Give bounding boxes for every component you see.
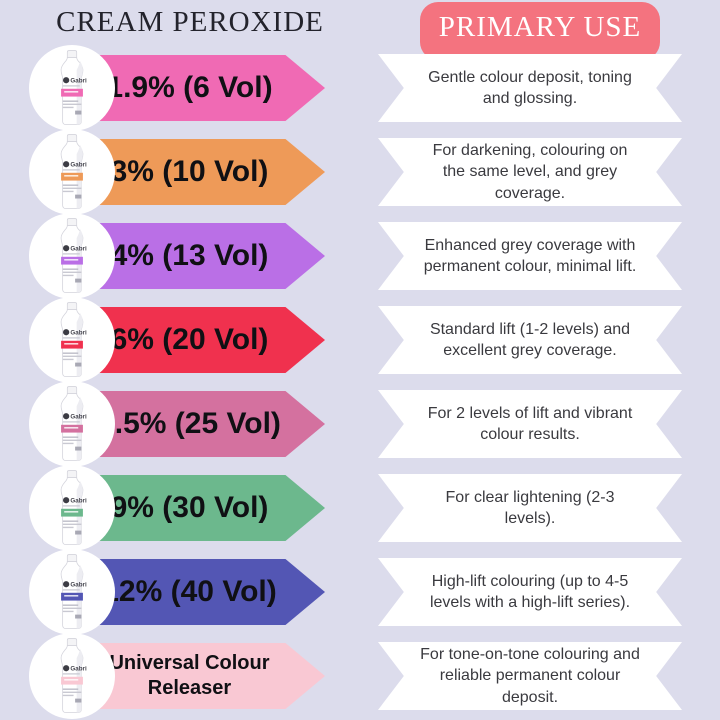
comparison-rows: Gabri 1.9% (6 Vol) Gentle colour deposit… (0, 45, 720, 719)
svg-text:Gabri: Gabri (70, 414, 87, 421)
use-description: Standard lift (1-2 levels) and excellent… (429, 320, 631, 359)
peroxide-bottle-image: Gabri (60, 386, 87, 462)
peroxide-row: Gabri 12% (40 Vol) High-lift colouring (… (0, 549, 720, 635)
bottle-photo-circle: Gabri (29, 129, 115, 215)
use-ribbon-banner: Gentle colour deposit, toning and glossi… (378, 54, 682, 122)
use-description: For clear lightening (2-3 levels). (445, 488, 615, 527)
strength-arrow-banner: Universal Colour Releaser (78, 643, 325, 709)
peroxide-row: Gabri Universal Colour Releaser For tone… (0, 633, 720, 719)
use-description: For darkening, colouring on the same lev… (432, 142, 628, 202)
use-description: Enhanced grey coverage with permanent co… (423, 236, 637, 275)
svg-text:Gabri: Gabri (70, 162, 87, 169)
strength-label: 7.5% (25 Vol) (98, 407, 281, 441)
bottle-photo-circle: Gabri (29, 465, 115, 551)
use-description: For tone-on-tone colouring and reliable … (420, 646, 640, 706)
peroxide-row: Gabri 1.9% (6 Vol) Gentle colour deposit… (0, 45, 720, 131)
peroxide-bottle-image: Gabri (60, 218, 87, 294)
strength-arrow-banner: 9% (30 Vol) (78, 475, 325, 541)
right-column-title-badge: PRIMARY USE (420, 2, 660, 60)
bottle-photo-circle: Gabri (29, 45, 115, 131)
use-description: Gentle colour deposit, toning and glossi… (428, 68, 632, 107)
use-ribbon-banner: Enhanced grey coverage with permanent co… (378, 222, 682, 290)
svg-text:Gabri: Gabri (70, 582, 87, 589)
peroxide-bottle-image: Gabri (60, 470, 87, 546)
svg-text:Gabri: Gabri (70, 498, 87, 505)
peroxide-row: Gabri 3% (10 Vol) For darkening, colouri… (0, 129, 720, 215)
peroxide-bottle-image: Gabri (60, 134, 87, 210)
peroxide-row: Gabri 4% (13 Vol) Enhanced grey coverage… (0, 213, 720, 299)
svg-text:Gabri: Gabri (70, 78, 87, 85)
bottle-photo-circle: Gabri (29, 633, 115, 719)
strength-arrow-banner: 7.5% (25 Vol) (78, 391, 325, 457)
use-description: High-lift colouring (up to 4-5 levels wi… (429, 572, 631, 611)
use-ribbon-banner: High-lift colouring (up to 4-5 levels wi… (378, 558, 682, 626)
strength-arrow-banner: 3% (10 Vol) (78, 139, 325, 205)
peroxide-bottle-image: Gabri (60, 302, 87, 378)
bottle-photo-circle: Gabri (29, 549, 115, 635)
strength-arrow-banner: 6% (20 Vol) (78, 307, 325, 373)
peroxide-row: Gabri 9% (30 Vol) For clear lightening (… (0, 465, 720, 551)
bottle-photo-circle: Gabri (29, 297, 115, 383)
use-ribbon-banner: For tone-on-tone colouring and reliable … (378, 642, 682, 710)
bottle-photo-circle: Gabri (29, 213, 115, 299)
peroxide-row: Gabri 7.5% (25 Vol) For 2 levels of lift… (0, 381, 720, 467)
right-column-title: PRIMARY USE (438, 11, 642, 43)
strength-arrow-banner: 12% (40 Vol) (78, 559, 325, 625)
use-ribbon-banner: For darkening, colouring on the same lev… (378, 138, 682, 206)
peroxide-row: Gabri 6% (20 Vol) Standard lift (1-2 lev… (0, 297, 720, 383)
strength-arrow-banner: 1.9% (6 Vol) (78, 55, 325, 121)
bottle-photo-circle: Gabri (29, 381, 115, 467)
use-description: For 2 levels of lift and vibrant colour … (427, 404, 633, 443)
use-ribbon-banner: Standard lift (1-2 levels) and excellent… (378, 306, 682, 374)
peroxide-bottle-image: Gabri (60, 638, 87, 714)
strength-label: 12% (40 Vol) (102, 575, 277, 609)
peroxide-bottle-image: Gabri (60, 50, 87, 126)
left-column-title: CREAM PEROXIDE (56, 6, 324, 38)
strength-label: 3% (10 Vol) (110, 155, 269, 189)
svg-text:Gabri: Gabri (70, 330, 87, 337)
use-ribbon-banner: For 2 levels of lift and vibrant colour … (378, 390, 682, 458)
use-ribbon-banner: For clear lightening (2-3 levels). (378, 474, 682, 542)
strength-label: 1.9% (6 Vol) (106, 71, 273, 105)
strength-label: 6% (20 Vol) (110, 323, 269, 357)
peroxide-bottle-image: Gabri (60, 554, 87, 630)
strength-label: 9% (30 Vol) (110, 491, 269, 525)
strength-label: 4% (13 Vol) (110, 239, 269, 273)
svg-text:Gabri: Gabri (70, 666, 87, 673)
strength-label: Universal Colour Releaser (109, 652, 270, 699)
strength-arrow-banner: 4% (13 Vol) (78, 223, 325, 289)
svg-text:Gabri: Gabri (70, 246, 87, 253)
